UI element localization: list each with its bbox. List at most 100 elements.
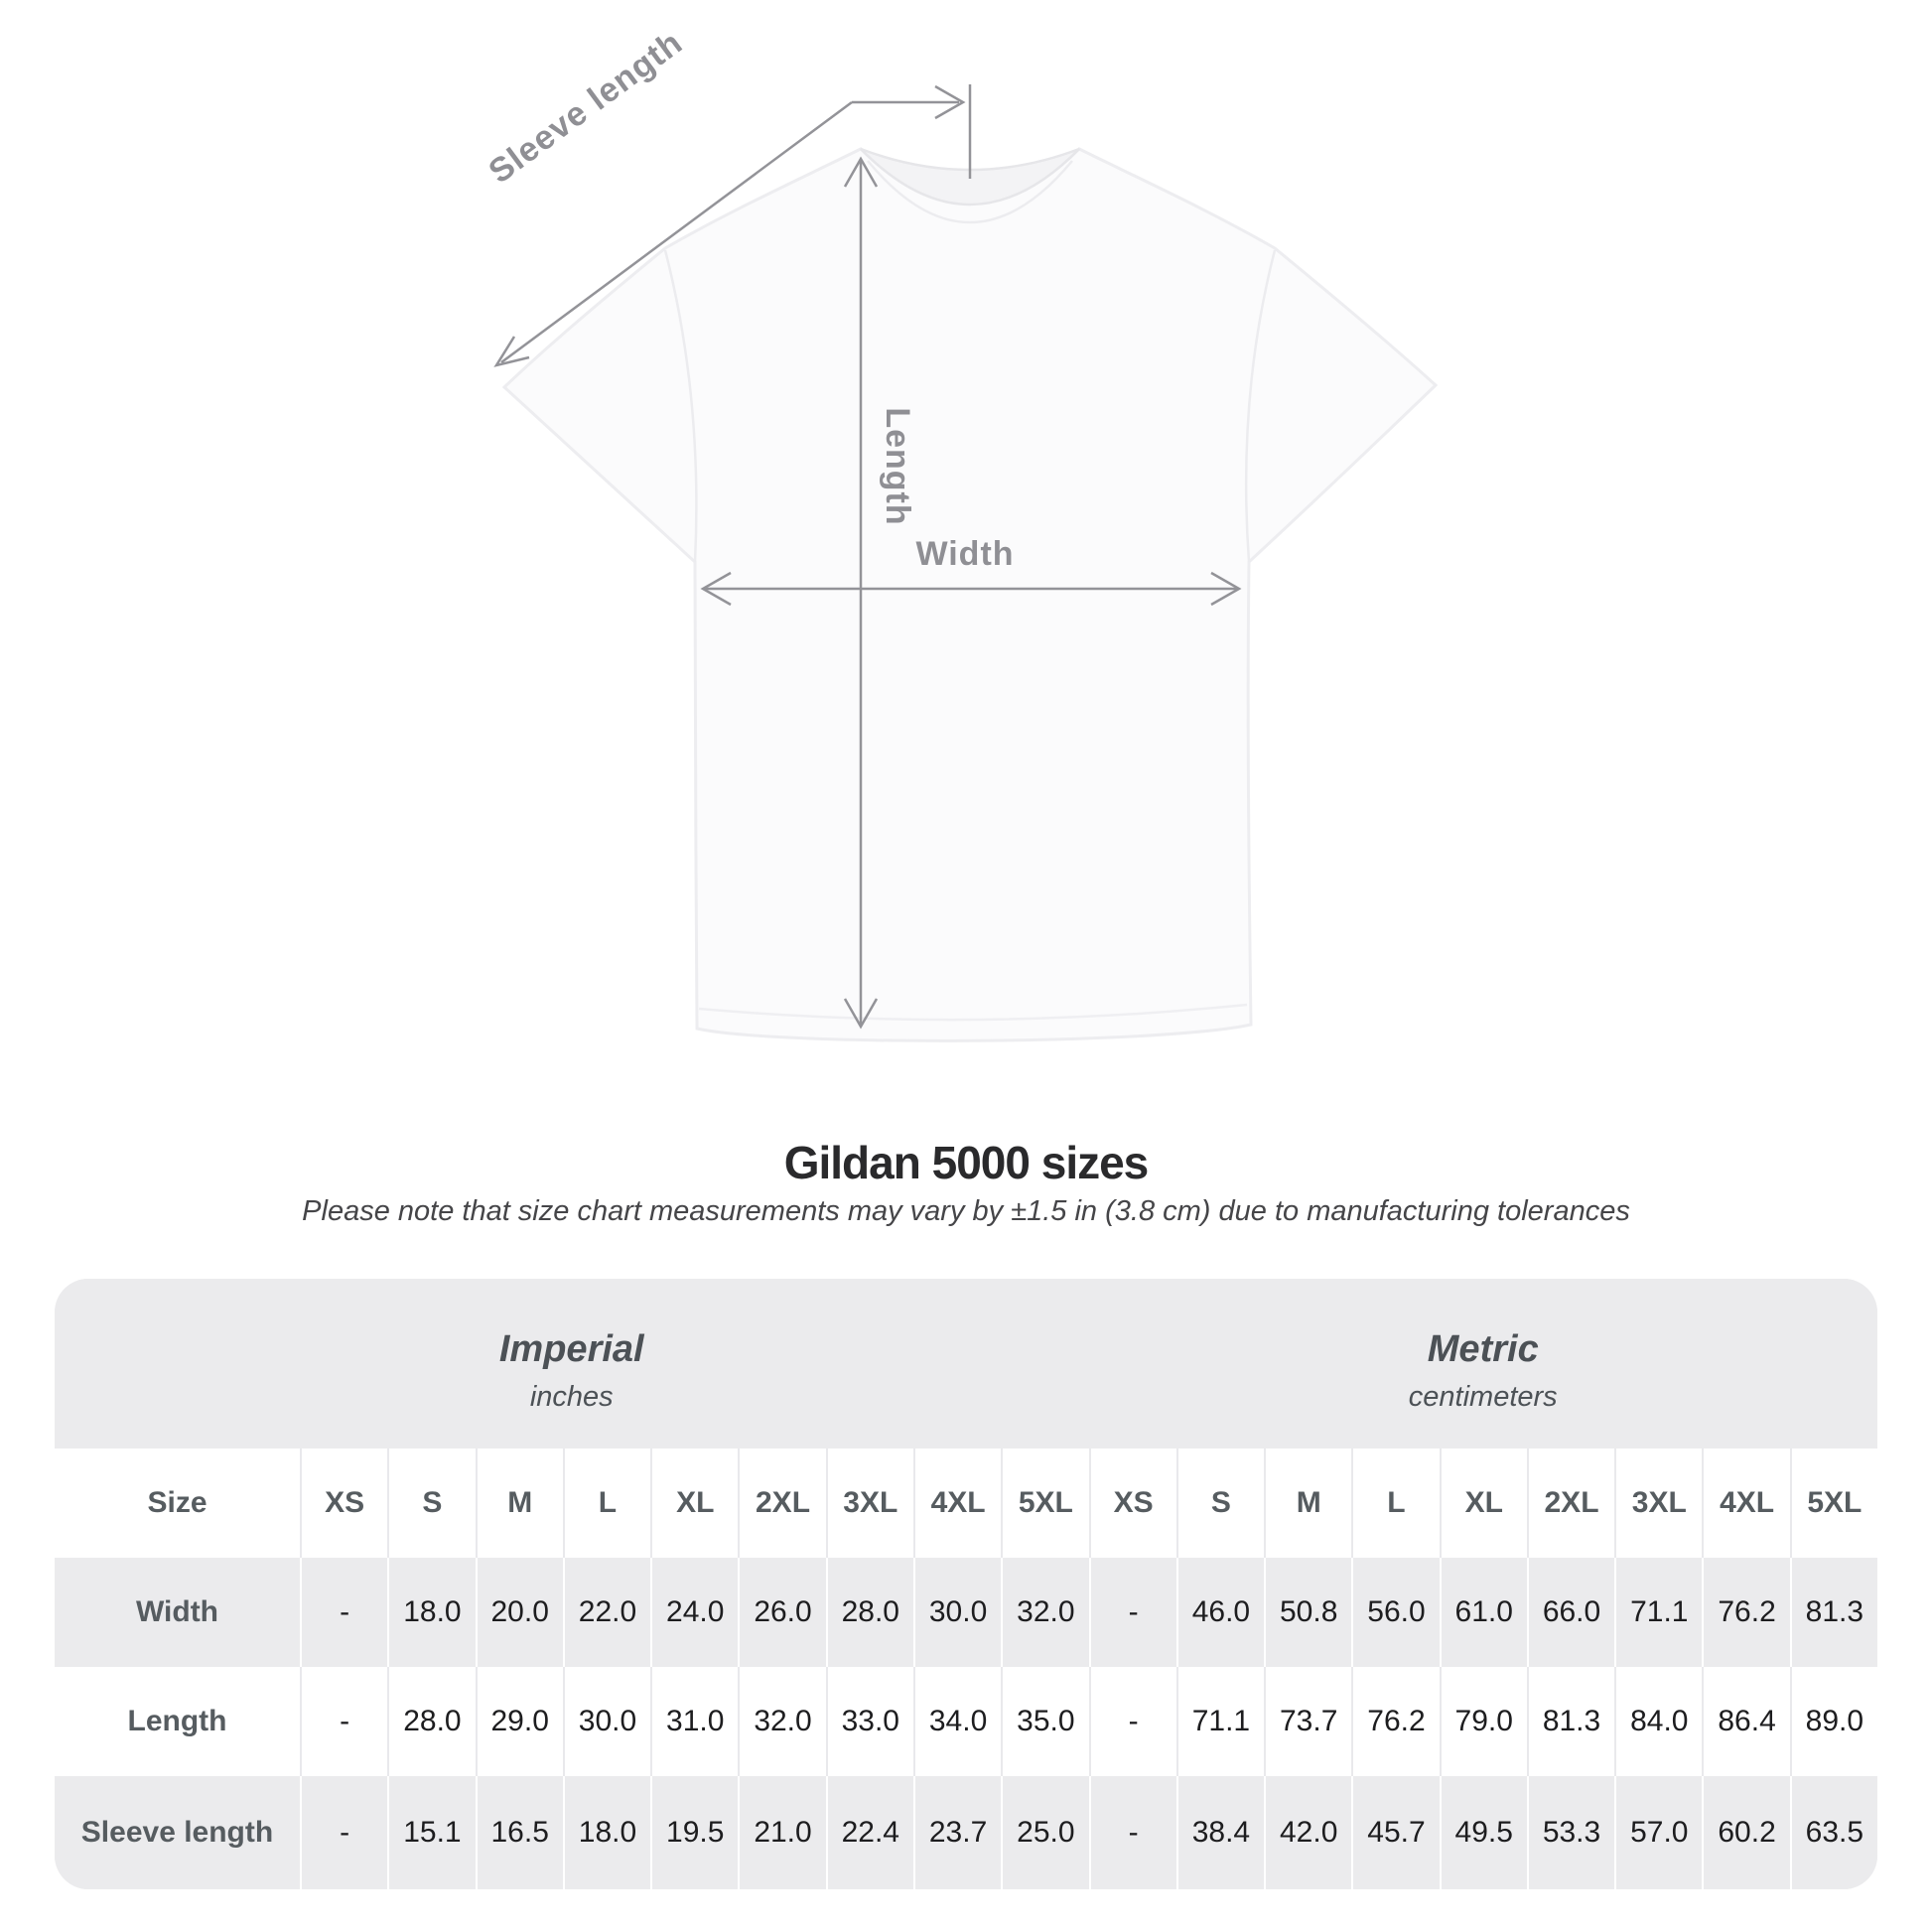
tshirt-diagram: Sleeve length Length Width: [482, 24, 1439, 1042]
size-header-cell: S: [387, 1449, 476, 1558]
page-title: Gildan 5000 sizes: [783, 1137, 1150, 1188]
value-cell: 31.0: [650, 1667, 739, 1776]
size-header-cell: M: [1264, 1449, 1352, 1558]
size-header-cell: 4XL: [1702, 1449, 1790, 1558]
value-cell: 23.7: [912, 1776, 1002, 1889]
value-cell: 71.1: [1175, 1667, 1265, 1776]
value-cell: 57.0: [1614, 1776, 1703, 1889]
size-header-cell: 5XL: [1001, 1449, 1089, 1558]
value-cell: 63.5: [1789, 1776, 1877, 1889]
value-cell: 35.0: [1001, 1667, 1089, 1776]
value-cell: 33.0: [825, 1667, 913, 1776]
value-cell: 66.0: [1526, 1558, 1615, 1667]
value-cell: 21.0: [738, 1776, 826, 1889]
value-cell: 73.7: [1264, 1667, 1352, 1776]
value-cell: 56.0: [1351, 1558, 1440, 1667]
value-cell: 25.0: [1001, 1776, 1089, 1889]
length-down-arrowhead: [843, 998, 879, 1030]
value-cell: 22.4: [825, 1776, 913, 1889]
value-cell: -: [1088, 1776, 1176, 1889]
length-label: Length: [879, 407, 916, 526]
row-label-sleeve-length: Sleeve length: [55, 1776, 300, 1889]
value-cell: 22.0: [562, 1558, 651, 1667]
value-cell: 50.8: [1264, 1558, 1352, 1667]
imperial-label: Imperial: [498, 1327, 644, 1370]
value-cell: 16.5: [475, 1776, 563, 1889]
value-cell: 76.2: [1351, 1667, 1440, 1776]
value-cell: 86.4: [1702, 1667, 1790, 1776]
value-cell: 28.0: [387, 1667, 476, 1776]
value-cell: 79.0: [1439, 1667, 1527, 1776]
size-header-cell: 3XL: [1614, 1449, 1703, 1558]
size-header-cell: 5XL: [1789, 1449, 1877, 1558]
tshirt-graphic: [493, 84, 1439, 1042]
value-cell: 81.3: [1789, 1558, 1877, 1667]
width-left-arrowhead: [700, 571, 732, 607]
size-header-cell: 2XL: [738, 1449, 826, 1558]
size-header-cell: 3XL: [825, 1449, 913, 1558]
imperial-unit: inches: [529, 1380, 614, 1413]
value-cell: -: [1088, 1667, 1176, 1776]
sleeve-right-arrowhead: [934, 84, 966, 120]
value-cell: 30.0: [912, 1558, 1002, 1667]
size-header-cell: L: [562, 1449, 651, 1558]
tshirt-body: [501, 147, 1439, 1042]
size-header-cell: S: [1175, 1449, 1265, 1558]
metric-group-header: Metric centimeters: [1088, 1279, 1877, 1449]
value-cell: 76.2: [1702, 1558, 1790, 1667]
size-header-cell: 2XL: [1526, 1449, 1615, 1558]
value-cell: 19.5: [650, 1776, 739, 1889]
size-header-cell: XS: [1088, 1449, 1176, 1558]
value-cell: 28.0: [825, 1558, 913, 1667]
value-cell: 89.0: [1789, 1667, 1877, 1776]
value-cell: -: [300, 1667, 388, 1776]
value-cell: 71.1: [1614, 1558, 1703, 1667]
value-cell: 60.2: [1702, 1776, 1790, 1889]
sleeve-length-line: [500, 100, 853, 364]
value-cell: 30.0: [562, 1667, 651, 1776]
row-label-width: Width: [55, 1558, 300, 1667]
size-table: Imperial inches Metric centimeters Size …: [55, 1279, 1877, 1889]
metric-unit: centimeters: [1408, 1380, 1558, 1413]
value-cell: -: [300, 1558, 388, 1667]
value-cell: 34.0: [912, 1667, 1002, 1776]
size-header-cell: XS: [300, 1449, 388, 1558]
row-label-length: Length: [55, 1667, 300, 1776]
metric-label: Metric: [1427, 1327, 1539, 1370]
value-cell: 46.0: [1175, 1558, 1265, 1667]
value-cell: 18.0: [387, 1558, 476, 1667]
value-cell: 29.0: [475, 1667, 563, 1776]
imperial-group-header: Imperial inches: [55, 1279, 1089, 1449]
measurement-arrows: [493, 84, 1242, 1030]
value-cell: 81.3: [1526, 1667, 1615, 1776]
value-cell: 15.1: [387, 1776, 476, 1889]
left-sleeve-seam: [663, 249, 698, 563]
size-header-cell: XL: [650, 1449, 739, 1558]
value-cell: 32.0: [738, 1667, 826, 1776]
value-cell: -: [300, 1776, 388, 1889]
width-right-arrowhead: [1210, 571, 1242, 607]
value-cell: 53.3: [1526, 1776, 1615, 1889]
size-col-header: Size: [55, 1449, 300, 1558]
value-cell: -: [1088, 1558, 1176, 1667]
size-header-cell: M: [475, 1449, 563, 1558]
value-cell: 26.0: [738, 1558, 826, 1667]
size-header-cell: 4XL: [912, 1449, 1002, 1558]
value-cell: 45.7: [1351, 1776, 1440, 1889]
length-up-arrowhead: [843, 156, 879, 188]
value-cell: 42.0: [1264, 1776, 1352, 1889]
value-cell: 18.0: [562, 1776, 651, 1889]
width-label: Width: [915, 535, 1015, 573]
value-cell: 20.0: [475, 1558, 563, 1667]
collar-seam: [867, 160, 1073, 224]
size-header-cell: L: [1351, 1449, 1440, 1558]
value-cell: 38.4: [1175, 1776, 1265, 1889]
hem-seam: [698, 1003, 1248, 1022]
value-cell: 49.5: [1439, 1776, 1527, 1889]
right-sleeve-seam: [1244, 249, 1277, 563]
tolerance-note: Please note that size chart measurements…: [302, 1195, 1630, 1227]
value-cell: 24.0: [650, 1558, 739, 1667]
size-header-cell: XL: [1439, 1449, 1527, 1558]
value-cell: 84.0: [1614, 1667, 1703, 1776]
